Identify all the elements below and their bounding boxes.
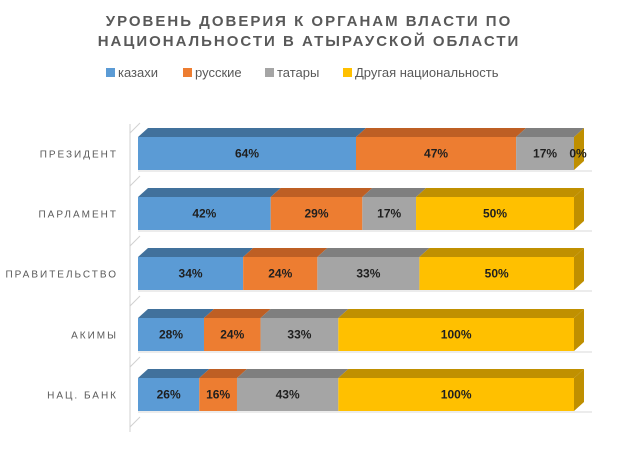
data-label: 100% [441,388,472,402]
legend-swatch-0 [106,68,115,77]
bar-top-0 [138,248,254,257]
bar-group: 64% 47% 17% 0% [138,128,587,170]
bar-side [574,309,584,351]
chart-title-line-2: НАЦИОНАЛЬНОСТИ В АТЫРАУСКОЙ ОБЛАСТИ [98,32,521,50]
grid-diagonal [129,235,141,247]
bar-segment-0 [138,197,271,230]
category-label: ПРАВИТЕЛЬСТВО [5,270,118,281]
category-label: ПРЕЗИДЕНТ [40,150,118,161]
legend-label-2: татары [277,65,319,80]
data-label: 50% [483,207,507,221]
bar-segment-0 [138,378,200,411]
grid-diagonal [129,356,141,368]
category-label: АКИМЫ [71,331,118,342]
bar-segment-1 [203,318,261,351]
bar-side [574,188,584,230]
bar-group: 28% 24% 33% 100% [138,309,584,351]
grid-diagonal [129,122,141,134]
category-label: ПАРЛАМЕНТ [38,210,118,221]
data-label: 17% [377,207,401,221]
data-label: 17% [533,147,557,161]
data-label: 16% [206,388,230,402]
bar-segment-1 [199,378,237,411]
chart-title-line-1: УРОВЕНЬ ДОВЕРИЯ К ОРГАНАМ ВЛАСТИ ПО [106,13,513,30]
legend-swatch-1 [183,68,192,77]
bar-top-0 [138,309,214,318]
bar-top-1 [270,188,373,197]
bar-segment-2 [236,378,339,411]
data-label: 43% [276,388,300,402]
grid-diagonal [129,175,141,187]
bar-top-3 [416,188,584,197]
data-label: 33% [287,328,311,342]
bar-top-0 [138,128,366,137]
legend-swatch-3 [343,68,352,77]
data-label: 0% [569,147,587,161]
bar-segment-0 [138,137,356,170]
bar-segment-1 [243,257,318,290]
bar-segment-3 [338,378,574,411]
bar-group: 34% 24% 33% 50% [138,248,584,290]
bars: 64% 47% 17% 0% 42% 29% 17% 50% 34% 24% 33% 50% 28% 24… [138,128,587,411]
legend-label-0: казахи [118,65,158,80]
grid-diagonal [129,295,141,307]
data-label: 47% [424,147,448,161]
legend-label-1: русские [195,65,242,80]
bar-top-2 [236,369,349,378]
legend: казахи русские татары Другая национальность [106,65,499,80]
legend-label-3: Другая национальность [355,65,499,80]
bar-top-0 [138,188,281,197]
data-label: 24% [268,267,292,281]
data-label: 24% [220,328,244,342]
bar-side [574,248,584,290]
grid-diagonal [129,416,141,428]
data-label: 50% [485,267,509,281]
data-label: 33% [356,267,380,281]
bar-group: 26% 16% 43% 100% [138,369,584,411]
bar-top-0 [138,369,210,378]
data-label: 64% [235,147,259,161]
bar-top-2 [362,188,427,197]
bar-segment-3 [416,197,574,230]
bar-top-1 [243,248,328,257]
bar-top-3 [338,309,584,318]
data-label: 26% [157,388,181,402]
bar-top-2 [260,309,349,318]
category-labels: ПРЕЗИДЕНТ ПАРЛАМЕНТ ПРАВИТЕЛЬСТВО АКИМЫ НАЦ.… [5,150,118,402]
bar-side [574,128,584,170]
bar-segment-0 [138,257,244,290]
bar-top-1 [199,369,247,378]
legend-swatch-2 [265,68,274,77]
data-label: 34% [179,267,203,281]
bar-segment-2 [317,257,420,290]
bar-segment-0 [138,318,204,351]
data-label: 100% [441,328,472,342]
axis-wall [129,122,592,432]
data-label: 28% [159,328,183,342]
bar-top-2 [516,128,584,137]
data-label: 42% [192,207,216,221]
bar-top-3 [419,248,584,257]
bar-top-3 [338,369,584,378]
bar-side [574,369,584,411]
bar-top-2 [317,248,430,257]
bar-segment-1 [270,197,363,230]
bar-segment-2 [516,137,574,170]
bar-segment-2 [260,318,339,351]
category-label: НАЦ. БАНК [47,391,118,402]
bar-segment-3 [338,318,574,351]
data-label: 29% [304,207,328,221]
bar-top-1 [356,128,527,137]
bar-segment-1 [356,137,517,170]
bar-segment-3 [419,257,574,290]
bar-group: 42% 29% 17% 50% [138,188,584,230]
bar-top-1 [203,309,271,318]
bar-segment-2 [362,197,417,230]
